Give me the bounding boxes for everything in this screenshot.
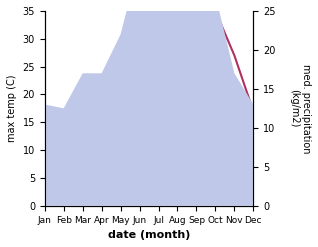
Y-axis label: max temp (C): max temp (C) [7,75,17,142]
X-axis label: date (month): date (month) [108,230,190,240]
Y-axis label: med. precipitation
(kg/m2): med. precipitation (kg/m2) [289,64,311,153]
